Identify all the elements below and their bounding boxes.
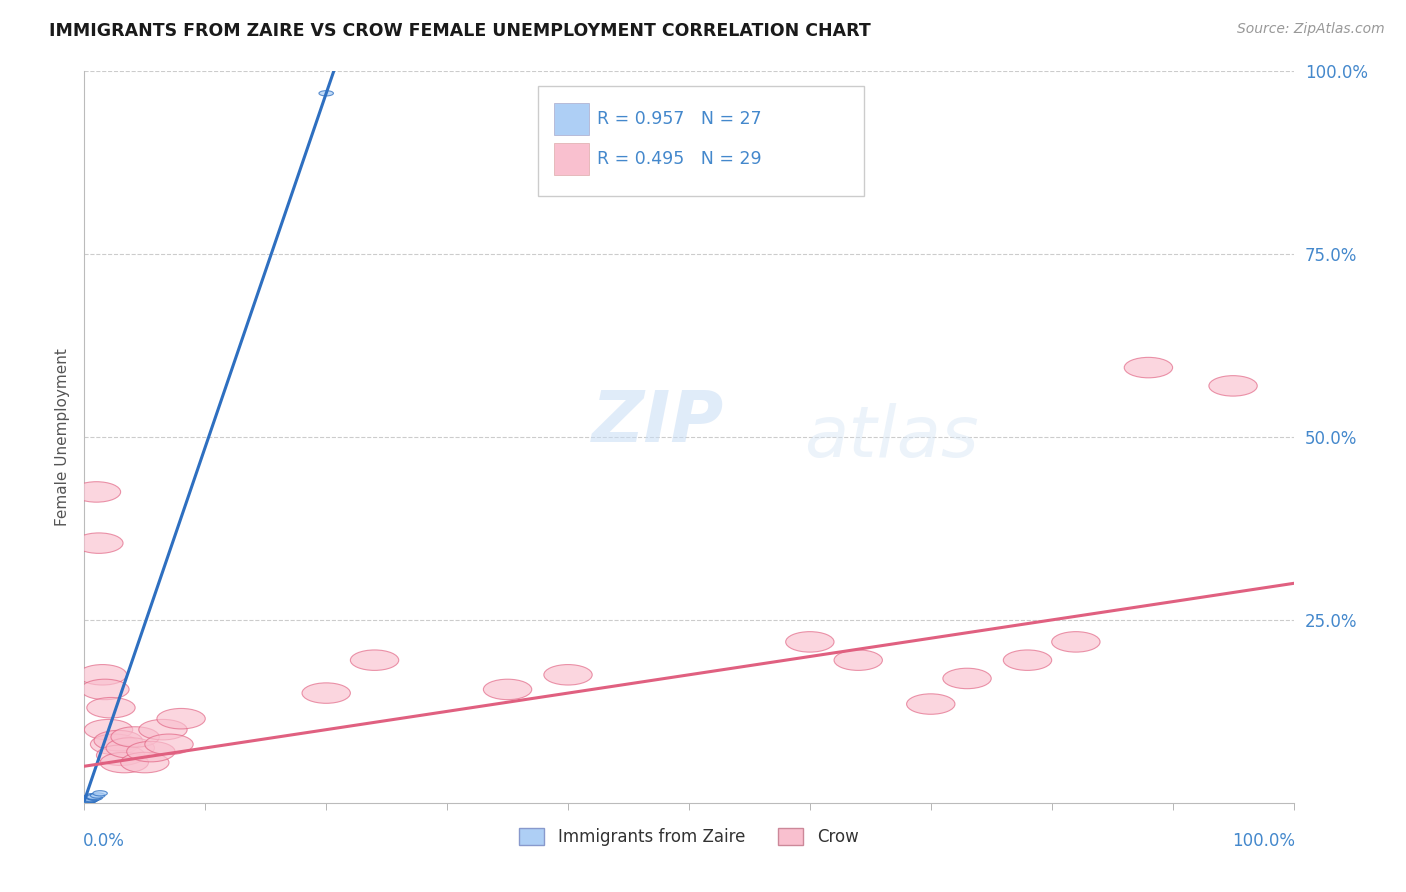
Ellipse shape (89, 795, 103, 800)
Ellipse shape (86, 794, 100, 799)
Ellipse shape (1125, 358, 1173, 378)
Ellipse shape (100, 752, 149, 772)
Ellipse shape (87, 794, 101, 799)
Text: R = 0.957   N = 27: R = 0.957 N = 27 (598, 110, 762, 128)
Text: ZIP: ZIP (592, 388, 724, 457)
Ellipse shape (111, 727, 159, 747)
Text: Source: ZipAtlas.com: Source: ZipAtlas.com (1237, 22, 1385, 37)
Ellipse shape (83, 797, 97, 802)
Ellipse shape (82, 797, 97, 803)
Ellipse shape (84, 720, 132, 739)
Ellipse shape (302, 683, 350, 703)
Ellipse shape (82, 797, 97, 802)
Ellipse shape (97, 745, 145, 765)
FancyBboxPatch shape (554, 103, 589, 135)
Text: atlas: atlas (804, 402, 979, 472)
Ellipse shape (82, 798, 97, 803)
Ellipse shape (80, 798, 94, 804)
Ellipse shape (80, 679, 129, 699)
Ellipse shape (87, 795, 101, 800)
Ellipse shape (87, 698, 135, 718)
Ellipse shape (90, 734, 139, 755)
Ellipse shape (79, 665, 127, 685)
Text: R = 0.495   N = 29: R = 0.495 N = 29 (598, 150, 762, 168)
Ellipse shape (157, 708, 205, 729)
Ellipse shape (86, 796, 100, 801)
Text: IMMIGRANTS FROM ZAIRE VS CROW FEMALE UNEMPLOYMENT CORRELATION CHART: IMMIGRANTS FROM ZAIRE VS CROW FEMALE UNE… (49, 22, 870, 40)
Ellipse shape (90, 793, 105, 798)
Ellipse shape (943, 668, 991, 689)
Text: 0.0%: 0.0% (83, 832, 125, 850)
Ellipse shape (319, 91, 333, 96)
FancyBboxPatch shape (538, 86, 865, 195)
Ellipse shape (1004, 650, 1052, 671)
Text: 100.0%: 100.0% (1232, 832, 1295, 850)
Ellipse shape (80, 798, 94, 803)
Ellipse shape (84, 794, 98, 799)
Ellipse shape (834, 650, 883, 671)
Ellipse shape (105, 738, 155, 758)
Ellipse shape (83, 797, 97, 803)
Ellipse shape (145, 734, 193, 755)
Ellipse shape (121, 752, 169, 772)
Ellipse shape (484, 679, 531, 699)
Ellipse shape (80, 797, 96, 802)
Ellipse shape (139, 720, 187, 739)
Ellipse shape (80, 796, 94, 801)
Ellipse shape (83, 797, 97, 803)
Ellipse shape (786, 632, 834, 652)
Ellipse shape (84, 797, 98, 802)
Ellipse shape (544, 665, 592, 685)
Ellipse shape (127, 741, 176, 762)
Ellipse shape (1052, 632, 1099, 652)
FancyBboxPatch shape (554, 143, 589, 175)
Ellipse shape (80, 796, 96, 801)
Ellipse shape (80, 797, 96, 803)
Ellipse shape (82, 795, 97, 800)
Ellipse shape (80, 798, 96, 803)
Ellipse shape (75, 533, 124, 553)
Ellipse shape (907, 694, 955, 714)
Ellipse shape (82, 797, 97, 802)
Ellipse shape (94, 731, 142, 751)
Y-axis label: Female Unemployment: Female Unemployment (55, 348, 70, 526)
Ellipse shape (1209, 376, 1257, 396)
Ellipse shape (350, 650, 399, 671)
Ellipse shape (83, 796, 97, 801)
Legend: Immigrants from Zaire, Crow: Immigrants from Zaire, Crow (513, 822, 865, 853)
Ellipse shape (72, 482, 121, 502)
Ellipse shape (84, 794, 98, 799)
Ellipse shape (93, 790, 107, 796)
